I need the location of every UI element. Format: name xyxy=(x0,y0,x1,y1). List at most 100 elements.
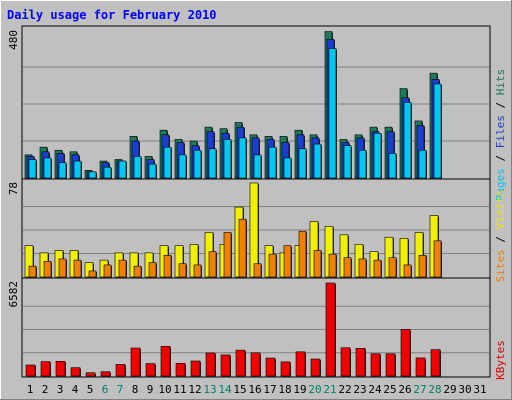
panel-visits-side-legend: Sites / Visits xyxy=(494,190,507,283)
kbytes-bar xyxy=(340,347,351,377)
x-tick-label: 24 xyxy=(368,383,382,396)
pages-bar xyxy=(163,146,172,179)
sites-bar xyxy=(58,258,67,278)
pages-bar xyxy=(433,83,442,179)
sites-bar xyxy=(373,259,382,278)
x-tick-label: 1 xyxy=(27,383,34,396)
sites-bar xyxy=(133,265,142,278)
x-tick-label: 28 xyxy=(428,383,441,396)
pages-bar xyxy=(103,166,112,179)
legend-part: / xyxy=(494,95,507,115)
kbytes-bar xyxy=(325,282,336,377)
kbytes-bar xyxy=(250,352,261,377)
sites-bar xyxy=(238,218,247,278)
kbytes-bar xyxy=(265,357,276,377)
sites-bar xyxy=(418,255,427,278)
sites-bar xyxy=(313,250,322,278)
pages-bar xyxy=(148,163,157,179)
kbytes-bar xyxy=(415,357,426,377)
x-tick-label: 9 xyxy=(147,383,154,396)
pages-bar xyxy=(418,149,427,179)
x-tick-label: 20 xyxy=(308,383,321,396)
kbytes-bar xyxy=(400,329,411,377)
sites-bar xyxy=(358,258,367,278)
chart-title: Daily usage for February 2010 xyxy=(7,8,217,22)
pages-bar xyxy=(358,149,367,179)
x-tick-label: 14 xyxy=(218,383,232,396)
kbytes-bar xyxy=(160,346,171,377)
kbytes-bar xyxy=(70,367,81,377)
panel-kbytes-side-legend: KBytes xyxy=(494,340,507,380)
kbytes-bar xyxy=(355,348,366,377)
pages-bar xyxy=(193,149,202,179)
pages-bar xyxy=(328,48,337,179)
x-tick-label: 23 xyxy=(353,383,366,396)
x-tick-label: 17 xyxy=(263,383,276,396)
kbytes-bar xyxy=(40,361,51,377)
x-tick-label: 22 xyxy=(338,383,351,396)
sites-bar xyxy=(403,264,412,278)
kbytes-bar xyxy=(25,364,36,377)
kbytes-bar xyxy=(100,371,111,377)
pages-bar xyxy=(58,162,67,179)
pages-bar xyxy=(343,145,352,179)
sites-bar xyxy=(433,240,442,278)
legend-part: Visits xyxy=(494,190,507,230)
kbytes-bar xyxy=(235,349,246,377)
legend-part: / xyxy=(494,148,507,168)
kbytes-bar xyxy=(280,361,291,377)
sites-bar xyxy=(283,245,292,278)
sites-bar xyxy=(88,270,97,278)
x-tick-label: 12 xyxy=(188,383,201,396)
kbytes-bar xyxy=(190,360,201,377)
pages-bar xyxy=(268,146,277,179)
kbytes-bar xyxy=(310,358,321,377)
pages-bar xyxy=(403,102,412,179)
x-tick-label: 19 xyxy=(293,383,306,396)
sites-bar xyxy=(223,232,232,278)
kbytes-bar xyxy=(55,361,66,377)
sites-bar xyxy=(253,263,262,278)
x-tick-label: 3 xyxy=(57,383,64,396)
x-tick-label: 8 xyxy=(132,383,139,396)
pages-bar xyxy=(28,159,37,179)
kbytes-bar xyxy=(370,353,381,377)
x-tick-label: 26 xyxy=(398,383,411,396)
x-tick-label: 31 xyxy=(473,383,486,396)
pages-bar xyxy=(373,132,382,179)
pages-bar xyxy=(43,157,52,179)
pages-bar xyxy=(178,154,187,179)
legend-part: Hits xyxy=(494,69,507,96)
legend-part: / xyxy=(494,229,507,249)
kbytes-bar xyxy=(145,363,156,377)
x-tick-label: 21 xyxy=(323,383,336,396)
sites-bar xyxy=(388,257,397,278)
pages-bar xyxy=(88,171,97,179)
panel-hits-side-legend: Pages / Files / Hits xyxy=(494,69,507,202)
pages-bar xyxy=(298,148,307,179)
pages-bar xyxy=(73,160,82,179)
x-tick-label: 2 xyxy=(42,383,49,396)
pages-bar xyxy=(208,148,217,179)
visits-bar xyxy=(249,182,259,278)
x-tick-label: 13 xyxy=(203,383,216,396)
sites-bar xyxy=(43,261,52,278)
x-tick-label: 15 xyxy=(233,383,246,396)
kbytes-bar xyxy=(385,353,396,377)
kbytes-bar xyxy=(175,362,186,377)
kbytes-bar xyxy=(220,354,231,377)
kbytes-bar xyxy=(430,349,441,377)
x-tick-label: 11 xyxy=(173,383,186,396)
x-tick-label: 7 xyxy=(117,383,124,396)
sites-bar xyxy=(28,265,37,278)
sites-bar xyxy=(118,259,127,278)
pages-bar xyxy=(388,153,397,179)
legend-part: Files xyxy=(494,115,507,148)
kbytes-bar xyxy=(295,351,306,377)
x-tick-label: 4 xyxy=(72,383,79,396)
x-tick-label: 5 xyxy=(87,383,94,396)
sites-bar xyxy=(103,264,112,278)
x-tick-label: 29 xyxy=(443,383,456,396)
panel-hits-ymax-label: 480 xyxy=(7,30,20,50)
